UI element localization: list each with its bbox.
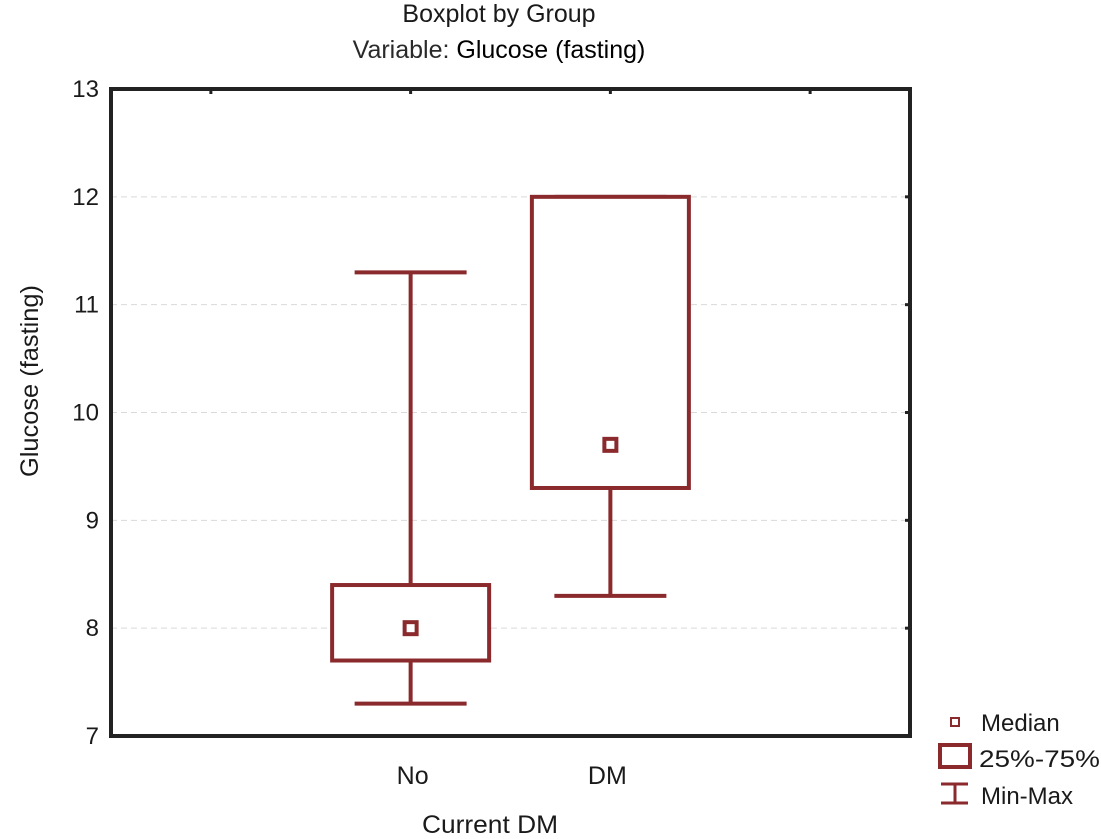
chart-subtitle: Variable: Glucose (fasting): [353, 36, 646, 64]
y-tick-label: 12: [72, 184, 99, 211]
median-marker: [602, 436, 619, 453]
axis-ticks: [209, 89, 910, 630]
plot-frame: [109, 87, 912, 738]
boxes: [330, 194, 691, 706]
box-group-no: [330, 270, 492, 706]
x-tick-label: DM: [588, 762, 627, 790]
box-group-dm: [529, 194, 691, 598]
subtitle-variable: Glucose (fasting): [456, 36, 645, 64]
legend-box-label: 25%-75%: [979, 746, 1100, 773]
y-tick-label: 10: [72, 400, 99, 427]
subtitle-prefix: Variable:: [353, 36, 450, 64]
legend-median-label: Median: [981, 710, 1060, 737]
y-tick-label: 9: [86, 507, 99, 534]
legend-minmax-icon: [941, 782, 968, 805]
legend-minmax-label: Min-Max: [981, 783, 1073, 810]
y-tick-labels: 7 8 9 10 11 12 13: [72, 76, 99, 750]
median-marker: [402, 620, 419, 637]
y-axis-label: Glucose (fasting): [16, 285, 44, 477]
x-tick-label: No: [397, 762, 429, 790]
legend-median-icon: [950, 717, 960, 727]
legend-box-icon: [938, 743, 972, 769]
x-axis-label: Current DM: [422, 811, 558, 839]
legend: Median 25%-75% Min-Max: [938, 710, 1100, 810]
chart-title: Boxplot by Group: [402, 0, 595, 28]
y-tick-label: 13: [72, 76, 99, 103]
y-tick-label: 8: [86, 615, 99, 642]
y-tick-label: 7: [86, 723, 99, 750]
gridlines: [111, 196, 910, 629]
y-tick-label: 11: [74, 292, 99, 319]
x-tick-labels: No DM: [397, 762, 627, 790]
